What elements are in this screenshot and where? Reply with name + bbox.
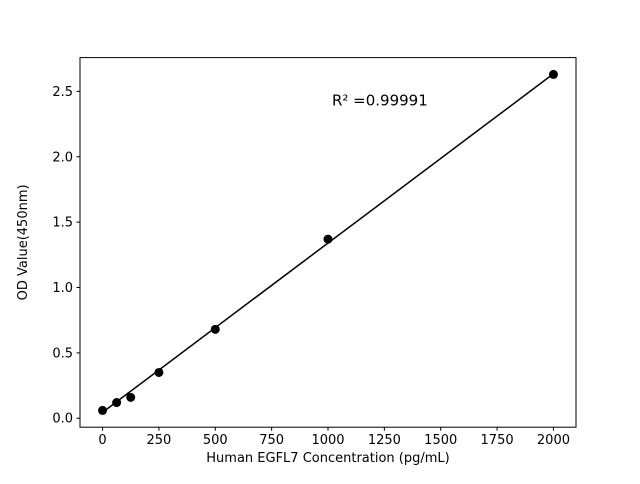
y-axis-label: OD Value(450nm) — [16, 184, 31, 300]
x-axis-label: Human EGFL7 Concentration (pg/mL) — [206, 451, 449, 466]
x-tick-label: 1500 — [424, 433, 457, 448]
data-point — [98, 405, 108, 415]
data-point — [323, 234, 333, 244]
x-tick-label: 250 — [146, 433, 171, 448]
y-tick-label: 2.5 — [52, 85, 73, 100]
y-tick-label: 1.5 — [52, 216, 73, 231]
data-point — [210, 324, 220, 334]
y-tick-label: 0.5 — [52, 346, 73, 361]
data-point — [548, 69, 558, 79]
x-tick-label: 1250 — [368, 433, 401, 448]
x-tick-label: 1750 — [481, 433, 514, 448]
data-point — [112, 398, 122, 408]
y-tick-label: 0.0 — [52, 412, 73, 427]
x-tick-label: 2000 — [537, 433, 570, 448]
data-point — [126, 392, 136, 402]
y-tick-label: 1.0 — [52, 281, 73, 296]
x-tick-label: 1000 — [311, 433, 344, 448]
annotation-r-squared: R² =0.99991 — [332, 92, 428, 110]
y-tick-label: 2.0 — [52, 150, 73, 165]
x-tick-label: 0 — [98, 433, 106, 448]
x-tick-label: 750 — [259, 433, 284, 448]
x-tick-label: 500 — [203, 433, 228, 448]
data-point — [154, 367, 164, 377]
